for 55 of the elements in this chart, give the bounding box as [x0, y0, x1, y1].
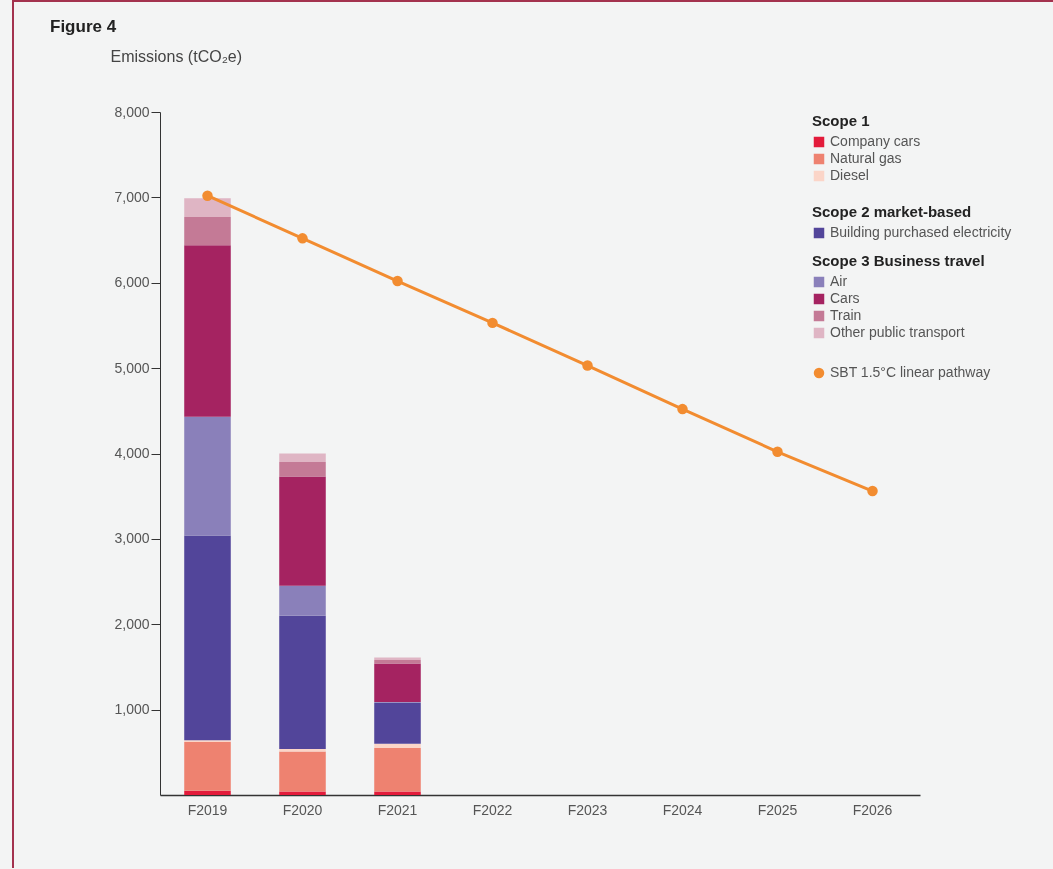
bar	[279, 476, 326, 586]
y-tick-label: 2,000	[114, 615, 150, 632]
point	[487, 317, 498, 329]
point	[772, 446, 783, 458]
bar	[184, 245, 231, 417]
bar	[374, 702, 421, 744]
y-tick-label: 7,000	[114, 188, 150, 205]
point	[867, 485, 878, 497]
bar	[184, 790, 231, 795]
annotation: Scope 1	[812, 112, 870, 129]
point	[582, 360, 593, 371]
legend-label: Natural gas	[830, 150, 902, 166]
bar	[279, 453, 326, 463]
point	[297, 233, 308, 244]
legend-label: Diesel	[830, 167, 869, 183]
bar	[279, 585, 326, 616]
x-tick-label: F2024	[662, 801, 703, 818]
point	[677, 403, 688, 415]
bar	[374, 748, 421, 792]
y-axis-title: Emissions (tCO₂e)	[110, 47, 243, 65]
legend-label: Cars	[830, 290, 860, 306]
legend-label: SBT 1.5°C linear pathway	[830, 364, 991, 380]
bar	[279, 462, 326, 477]
x-tick-label: F2019	[187, 801, 228, 818]
legend-label: Building purchased electricity	[830, 224, 1012, 240]
point	[392, 275, 403, 287]
annotation: Scope 2 market-based	[812, 203, 972, 220]
legend-label: Train	[830, 307, 862, 323]
legend-label: Other public transport	[830, 324, 965, 340]
bar	[279, 751, 326, 792]
x-tick-label: F2021	[377, 801, 418, 818]
point	[202, 190, 213, 201]
x-tick-label: F2025	[757, 801, 798, 818]
y-tick-label: 4,000	[114, 445, 150, 461]
bar	[184, 742, 231, 791]
x-tick-label: F2022	[472, 801, 513, 818]
y-tick-label: 3,000	[114, 530, 150, 547]
bar	[184, 535, 231, 741]
bar	[374, 743, 421, 749]
bar	[374, 663, 421, 702]
y-tick-label: 8,000	[114, 103, 150, 120]
y-tick-label: 6,000	[114, 274, 150, 291]
x-tick-label: F2023	[567, 801, 608, 818]
y-tick-label: 1,000	[114, 701, 150, 718]
bar	[184, 217, 231, 246]
bar	[184, 416, 231, 536]
legend-label: Air	[830, 273, 848, 289]
x-tick-label: F2026	[852, 801, 893, 818]
annotation: Scope 3 Business travel	[812, 252, 985, 269]
bar	[184, 198, 231, 218]
y-tick-label: 5,000	[114, 359, 150, 376]
legend-label: Company cars	[830, 133, 921, 149]
chart-title: Figure 4	[50, 17, 117, 36]
x-tick-label: F2020	[282, 801, 323, 818]
bar	[279, 615, 326, 749]
